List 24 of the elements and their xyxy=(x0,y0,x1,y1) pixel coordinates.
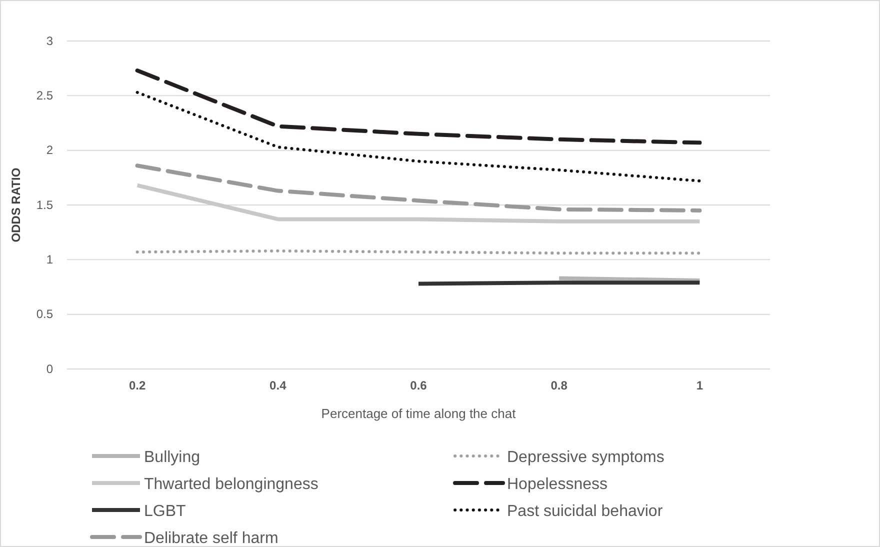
x-tick-label: 0.6 xyxy=(410,378,428,393)
legend-label: Depressive symptoms xyxy=(507,449,664,466)
line-series xyxy=(135,164,702,212)
x-tick-label: 0.2 xyxy=(128,378,146,393)
y-tick-label: 0.5 xyxy=(36,307,54,322)
line-series xyxy=(135,68,702,145)
x-tick-label: 0.8 xyxy=(550,378,568,393)
y-tick-label: 1.5 xyxy=(36,198,54,212)
legend-label: Bullying xyxy=(144,449,200,466)
line-series xyxy=(136,90,702,182)
legend-label: Past suicidal behavior xyxy=(507,503,664,520)
legend-label: Hopelessness xyxy=(507,476,608,493)
y-tick-label: 3 xyxy=(46,34,54,48)
legend-label: Thwarted belongingness xyxy=(144,476,318,493)
y-tick-label: 0 xyxy=(46,362,54,376)
y-axis-title: ODDS RATIO xyxy=(9,168,23,242)
legend-label: Delibrate self harm xyxy=(144,530,278,547)
x-tick-label: 0.4 xyxy=(270,378,287,393)
y-tick-label: 1 xyxy=(46,252,54,267)
x-tick-label: 1 xyxy=(696,378,704,393)
y-tick-label: 2.5 xyxy=(36,88,54,103)
x-axis-title: Percentage of time along the chat xyxy=(321,406,516,421)
legend-label: LGBT xyxy=(144,503,186,520)
y-tick-label: 2 xyxy=(46,143,54,158)
